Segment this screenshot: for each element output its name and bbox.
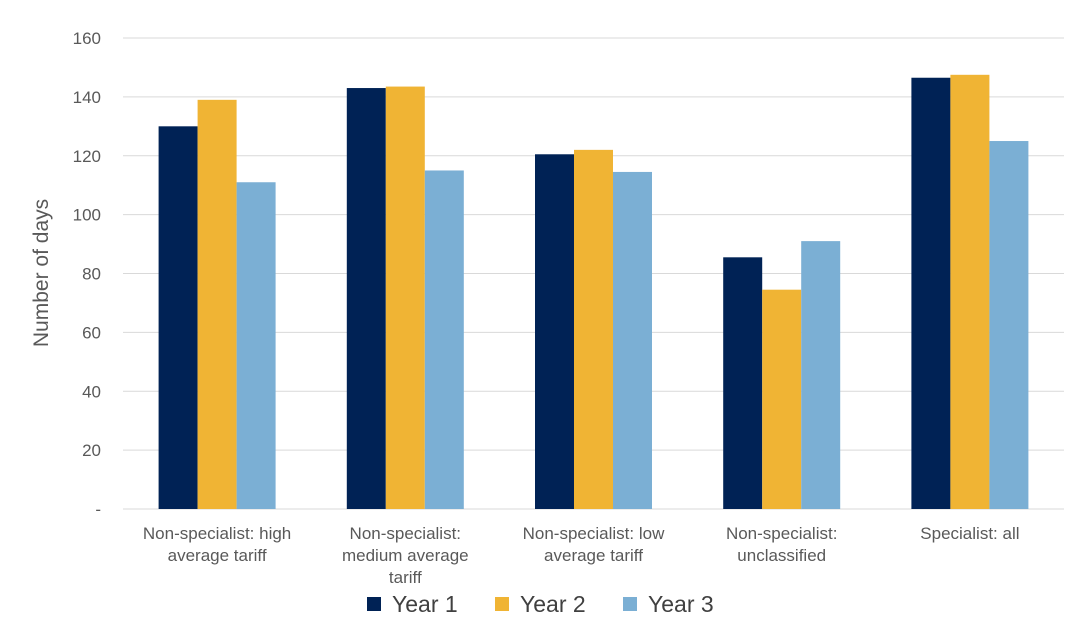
bar-year-2 (950, 74, 990, 509)
bar-year-1 (346, 88, 386, 509)
bar-year-3 (236, 182, 276, 509)
y-tick-label: 40 (82, 382, 101, 401)
x-category-label: Non-specialist: high average tariff (143, 524, 291, 565)
bar-year-3 (613, 171, 652, 510)
y-tick-label: 60 (82, 323, 101, 342)
bar-year-2 (574, 149, 613, 510)
x-category-label: Non-specialist: unclassified (726, 524, 838, 565)
bar-year-1 (158, 126, 198, 509)
y-tick-label: 120 (73, 147, 101, 166)
x-axis-categories: Non-specialist: high average tariff Non-sp… (143, 524, 1020, 587)
legend-label: Year 2 (520, 591, 586, 617)
y-tick-label: - (95, 500, 101, 519)
bar-year-1 (911, 77, 951, 509)
legend-label: Year 1 (392, 591, 458, 617)
bar-year-1 (723, 257, 763, 509)
x-category-label: Specialist: all (920, 524, 1019, 543)
bar-year-2 (197, 99, 237, 509)
y-tick-label: 160 (73, 29, 101, 48)
legend: Year 1 Year 2 Year 3 (367, 591, 714, 617)
bar-year-3 (801, 241, 841, 509)
y-axis-title: Number of days (30, 199, 53, 347)
y-tick-label: 140 (73, 88, 101, 107)
x-category-label: Non-specialist: low average tariff (523, 524, 665, 565)
y-tick-label: 80 (82, 265, 101, 284)
y-axis-ticks: - 20 40 60 80 100 120 140 160 (73, 29, 101, 519)
legend-swatch (367, 597, 381, 611)
x-category-label: Non-specialist: medium average tariff (342, 524, 469, 587)
y-tick-label: 20 (82, 441, 101, 460)
bar-year-3 (989, 141, 1029, 509)
legend-label: Year 3 (648, 591, 714, 617)
bar-year-1 (535, 154, 574, 509)
y-tick-label: 100 (73, 206, 101, 225)
legend-swatch (623, 597, 637, 611)
bar-year-3 (424, 170, 464, 509)
bar-year-2 (385, 86, 425, 510)
bars (158, 74, 1029, 510)
legend-swatch (495, 597, 509, 611)
bar-year-2 (762, 289, 802, 509)
